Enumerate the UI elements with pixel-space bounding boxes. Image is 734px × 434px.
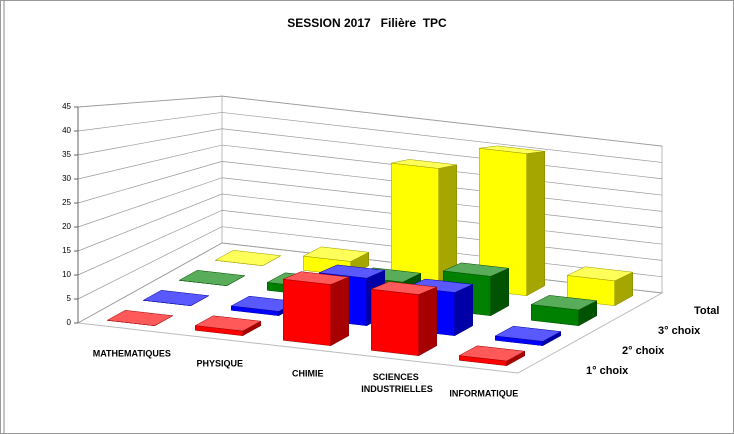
bar-top bbox=[494, 325, 562, 342]
bar bbox=[390, 159, 458, 287]
bar-side bbox=[418, 286, 438, 357]
y-tick-label: 15 bbox=[62, 246, 71, 255]
grid-line bbox=[77, 95, 663, 147]
bar bbox=[214, 250, 282, 266]
bar bbox=[494, 325, 562, 347]
y-tick-label: 0 bbox=[67, 318, 72, 327]
bar-front bbox=[370, 288, 420, 356]
bar-top bbox=[178, 270, 246, 286]
bar-front bbox=[282, 278, 332, 346]
grid-line bbox=[77, 112, 663, 163]
bar-top bbox=[370, 281, 438, 295]
y-tick-label: 25 bbox=[62, 198, 71, 207]
bar-top bbox=[214, 250, 282, 266]
bar bbox=[194, 315, 262, 337]
y-tick-label: 5 bbox=[67, 294, 72, 303]
bar bbox=[142, 290, 210, 306]
bar-side bbox=[526, 151, 546, 297]
series-label: Total bbox=[694, 305, 719, 317]
x-tick-label: PHYSIQUE bbox=[197, 358, 244, 368]
bar-front bbox=[390, 162, 440, 286]
x-tick-label: CHIMIE bbox=[292, 368, 324, 378]
bar-top bbox=[458, 345, 526, 362]
y-tick-label: 20 bbox=[62, 222, 71, 231]
y-tick-label: 10 bbox=[62, 270, 71, 279]
bar bbox=[458, 345, 526, 367]
bar bbox=[530, 295, 598, 327]
bar-top bbox=[391, 159, 457, 169]
bar-top bbox=[302, 246, 370, 262]
bar-top bbox=[282, 271, 350, 285]
bar-top bbox=[106, 310, 174, 326]
bar bbox=[478, 145, 546, 297]
x-tick-label: SCIENCES INDUSTRIELLES bbox=[359, 372, 433, 394]
bar-top bbox=[142, 290, 210, 306]
x-tick-label: MATHEMATIQUES bbox=[93, 348, 171, 358]
series-label: 3° choix bbox=[658, 325, 701, 337]
y-tick-label: 40 bbox=[62, 126, 71, 135]
bar-top bbox=[530, 295, 598, 311]
bar bbox=[282, 271, 350, 347]
y-tick-label: 35 bbox=[62, 150, 71, 159]
bar-top bbox=[318, 264, 386, 279]
bar-side bbox=[330, 276, 350, 347]
bar-top bbox=[194, 315, 262, 332]
series-label: 1° choix bbox=[586, 365, 629, 377]
bar-top bbox=[406, 278, 474, 293]
bar bbox=[106, 310, 174, 326]
bar bbox=[178, 270, 246, 286]
bar-top bbox=[479, 145, 545, 154]
bar-top bbox=[566, 266, 634, 282]
x-tick-label: INFORMATIQUE bbox=[449, 388, 518, 398]
y-tick-label: 45 bbox=[62, 102, 71, 111]
bar-top bbox=[442, 262, 510, 277]
series-label: 2° choix bbox=[622, 345, 665, 357]
bar bbox=[370, 281, 438, 357]
y-tick-label: 30 bbox=[62, 174, 71, 183]
bar bbox=[566, 266, 634, 307]
chart-title: SESSION 2017 Filière TPC bbox=[287, 16, 447, 30]
